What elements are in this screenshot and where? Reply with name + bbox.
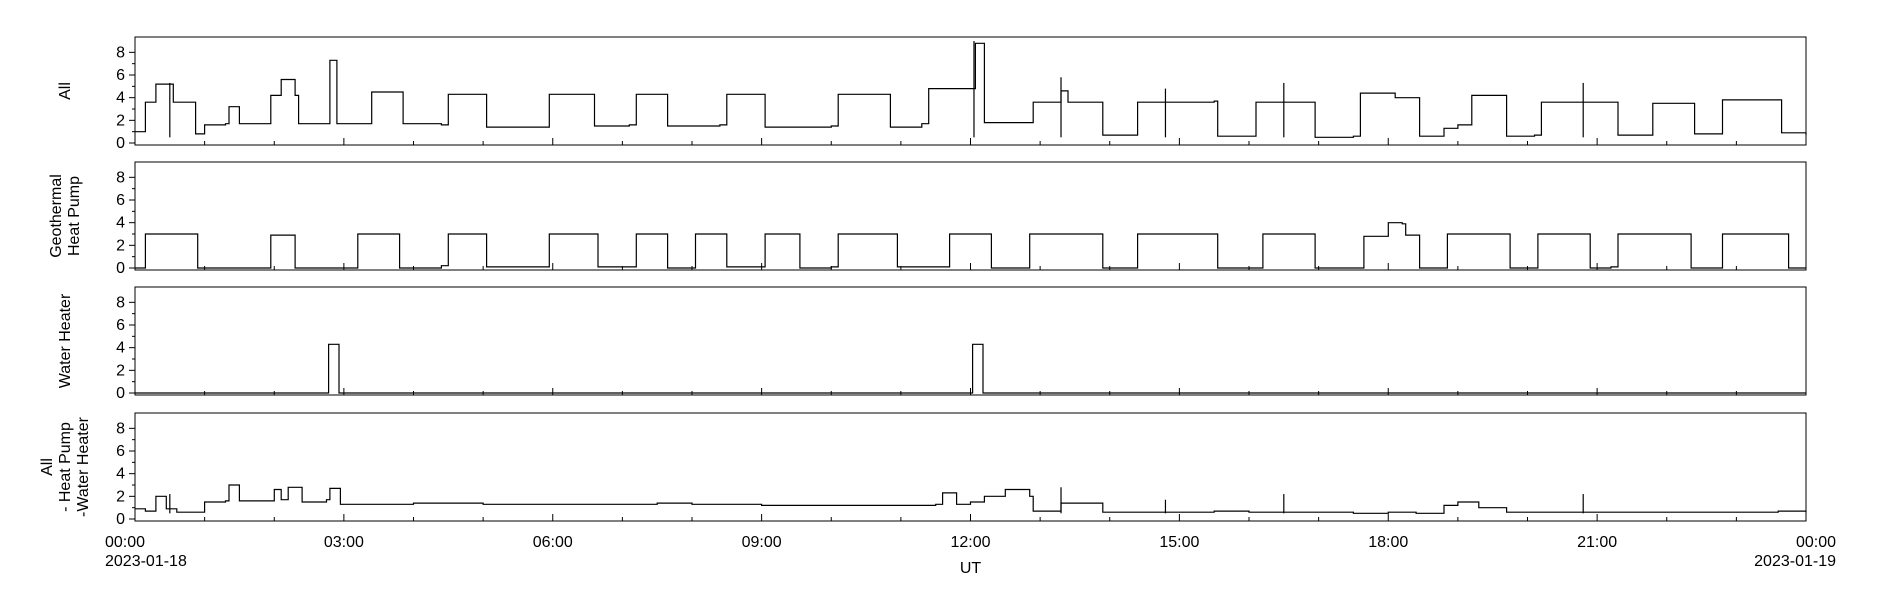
x-tick-label: 06:00 [533, 534, 573, 551]
panel-1: 0 2 4 6 8 All [57, 36, 1807, 152]
y-tick-label: 0 [116, 511, 125, 528]
y-tick-label: 0 [116, 385, 125, 402]
panel-3: 0 2 4 6 8 Water Heater [57, 286, 1807, 402]
panel-frame [134, 161, 1807, 271]
x-tick-label: 15:00 [1159, 534, 1199, 551]
x-date-label: 2023-01-19 [1754, 553, 1836, 570]
y-axis-label: All- Heat Pump-Water Heater [39, 416, 92, 517]
y-tick-label: 0 [116, 260, 125, 277]
panels-layer: 0 2 4 6 8 All 0 2 4 6 8 GeothermalHeat Pump 0 2 4 6 8 Wat… [39, 36, 1807, 528]
y-tick-label: 4 [116, 215, 125, 232]
y-tick-label: 2 [116, 488, 125, 505]
y-axis-label-line: Heat Pump [66, 176, 83, 256]
x-tick-label: 12:00 [950, 534, 990, 551]
series-line [135, 343, 1806, 394]
x-tick-label: 09:00 [742, 534, 782, 551]
x-axis: 00:00 03:00 06:00 09:00 12:00 15:00 18:00 21:00… [105, 534, 1836, 570]
series-line [135, 484, 1807, 514]
y-axis-label: Water Heater [57, 293, 74, 388]
y-tick-label: 0 [116, 135, 125, 152]
series-line [135, 42, 1807, 138]
y-tick-label: 2 [116, 237, 125, 254]
x-tick-label: 03:00 [324, 534, 364, 551]
x-tick-label: 00:00 [105, 534, 145, 551]
y-axis-label-line: Geothermal [48, 174, 65, 258]
panel-frame [134, 36, 1807, 146]
x-date-label: 2023-01-18 [105, 553, 187, 570]
y-axis-label-line: -Water Heater [75, 416, 92, 517]
y-tick-label: 2 [116, 362, 125, 379]
y-tick-label: 4 [116, 466, 125, 483]
panel-2: 0 2 4 6 8 GeothermalHeat Pump [48, 161, 1807, 277]
y-axis-label-line: All [57, 82, 74, 100]
y-tick-label: 4 [116, 340, 125, 357]
y-axis-label-line: All [39, 458, 56, 476]
y-tick-label: 8 [116, 420, 125, 437]
y-axis-label: GeothermalHeat Pump [48, 174, 83, 258]
y-tick-label: 2 [116, 112, 125, 129]
y-tick-label: 6 [116, 67, 125, 84]
y-tick-label: 8 [116, 169, 125, 186]
x-tick-label: 21:00 [1577, 534, 1617, 551]
y-axis-label-line: Water Heater [57, 293, 74, 388]
y-tick-label: 6 [116, 443, 125, 460]
x-tick-label: 00:00 [1796, 534, 1836, 551]
x-axis-title: UT [960, 560, 982, 577]
y-axis-label: All [57, 82, 74, 100]
y-axis-label-line: - Heat Pump [57, 422, 74, 512]
y-tick-label: 8 [116, 44, 125, 61]
panel-frame [134, 286, 1807, 396]
y-tick-label: 6 [116, 317, 125, 334]
x-tick-label: 18:00 [1368, 534, 1408, 551]
series-line [135, 222, 1806, 269]
y-tick-label: 6 [116, 192, 125, 209]
y-tick-label: 4 [116, 90, 125, 107]
y-tick-label: 8 [116, 294, 125, 311]
panel-4: 0 2 4 6 8 All- Heat Pump-Water Heater [39, 412, 1807, 528]
